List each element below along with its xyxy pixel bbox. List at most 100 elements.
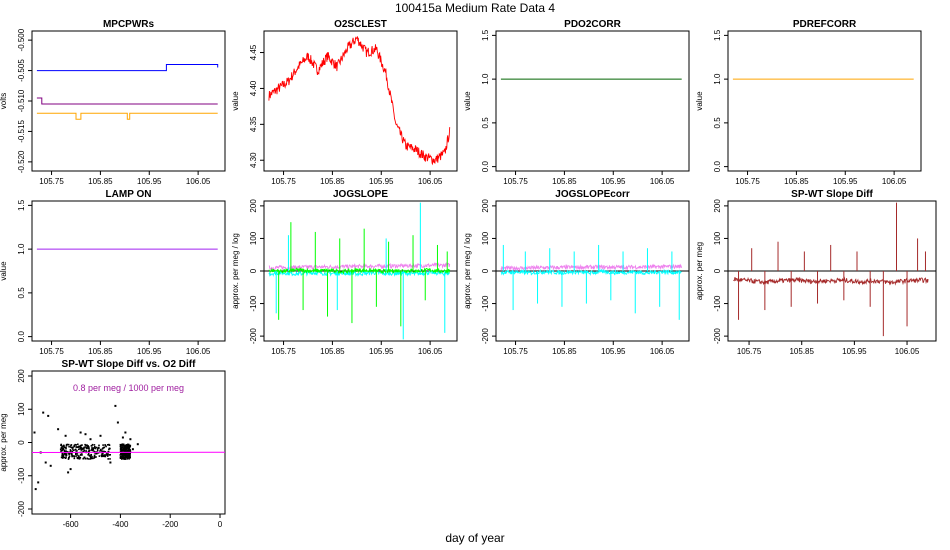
- scatter-cluster-point: [119, 457, 122, 459]
- x-tick-label: 105.85: [88, 177, 113, 186]
- series-line-1: [268, 269, 451, 278]
- series-line-0: [500, 263, 683, 272]
- scatter-cluster-point: [108, 447, 111, 450]
- scatter-cluster-point: [80, 446, 82, 449]
- scatter-cluster-point: [86, 457, 88, 460]
- scatter-cluster-point: [121, 456, 123, 459]
- y-tick-label: 200: [481, 199, 490, 213]
- scatter-cluster-point: [95, 452, 98, 455]
- scatter-cluster-point: [85, 447, 88, 449]
- scatter-cluster-point: [83, 449, 86, 452]
- panel-title: PDREFCORR: [793, 19, 857, 30]
- plot-frame: [31, 200, 226, 342]
- scatter-cluster-point: [129, 445, 131, 448]
- scatter-cluster-point: [84, 446, 86, 448]
- scatter-cluster-point: [93, 444, 96, 446]
- scatter-cluster-point: [122, 453, 124, 455]
- scatter-cluster-point: [105, 454, 108, 456]
- scatter-cluster-point: [85, 444, 87, 446]
- scatter-cluster-point: [72, 448, 74, 450]
- scatter-cluster-point: [91, 443, 94, 446]
- scatter-cluster-point: [107, 451, 110, 453]
- scatter-cluster-point: [91, 445, 93, 447]
- scatter-cluster-point: [102, 452, 104, 454]
- panel-title: SP-WT Slope Diff vs. O2 Diff: [62, 359, 197, 370]
- x-tick-label: 105.75: [39, 347, 64, 356]
- scatter-cluster-point: [122, 443, 124, 446]
- x-tick-label: 105.95: [833, 177, 858, 186]
- scatter-cluster-point: [104, 451, 107, 453]
- scatter-cluster-point: [101, 450, 103, 452]
- plot-area: [32, 404, 225, 491]
- x-tick-label: 105.85: [320, 347, 345, 356]
- scatter-cluster-point: [125, 452, 128, 455]
- scatter-cluster-point: [65, 446, 67, 449]
- scatter-point: [64, 434, 67, 437]
- plot-frame: [263, 30, 458, 172]
- scatter-cluster-point: [65, 456, 67, 458]
- scatter-cluster-point: [86, 445, 88, 448]
- scatter-point: [114, 404, 117, 407]
- y-axis-label: approx. per meg / log: [463, 233, 472, 309]
- scatter-cluster-point: [84, 457, 87, 460]
- scatter-cluster-point: [127, 446, 130, 448]
- y-tick-label: 0.5: [17, 287, 26, 299]
- scatter-cluster-point: [71, 454, 73, 457]
- scatter-cluster-point: [126, 448, 128, 450]
- y-tick-label: 0: [17, 440, 26, 445]
- scatter-cluster-point: [92, 457, 94, 460]
- y-tick-label: -100: [481, 295, 490, 312]
- scatter-cluster-point: [104, 444, 107, 447]
- scatter-cluster-point: [128, 452, 131, 455]
- scatter-cluster-point: [124, 446, 127, 449]
- scatter-cluster-point: [105, 452, 108, 454]
- x-tick-label: 105.95: [137, 347, 162, 356]
- plot-frame: [727, 30, 922, 172]
- scatter-cluster-point: [60, 446, 63, 449]
- scatter-cluster-point: [79, 446, 81, 449]
- y-tick-label: 0.5: [481, 117, 490, 129]
- scatter-point: [131, 448, 134, 451]
- scatter-cluster-point: [123, 455, 125, 457]
- plot-area: [36, 64, 219, 120]
- scatter-cluster-point: [123, 447, 125, 449]
- scatter-cluster-point: [128, 458, 130, 460]
- y-tick-label: -0.520: [17, 150, 26, 173]
- scatter-cluster-point: [125, 447, 127, 450]
- scatter-cluster-point: [87, 454, 89, 456]
- scatter-cluster-point: [67, 458, 70, 460]
- series-line-0: [36, 64, 219, 72]
- x-tick-label: 0: [218, 520, 223, 529]
- scatter-cluster-point: [120, 444, 122, 447]
- scatter-cluster-point: [95, 446, 98, 449]
- panel-title: SP-WT Slope Diff: [791, 189, 873, 200]
- scatter-point: [47, 414, 50, 417]
- x-tick-label: 105.95: [369, 177, 394, 186]
- scatter-cluster-point: [109, 458, 111, 460]
- scatter-cluster-point: [122, 449, 124, 452]
- scatter-cluster-point: [90, 457, 92, 459]
- scatter-cluster-point: [104, 455, 107, 458]
- scatter-cluster-point: [121, 446, 124, 449]
- scatter-cluster-point: [77, 443, 79, 446]
- scatter-cluster-point: [77, 446, 79, 448]
- scatter-cluster-point: [102, 444, 104, 446]
- scatter-cluster-point: [94, 446, 96, 448]
- scatter-cluster-point: [128, 448, 130, 451]
- x-tick-label: 105.85: [552, 347, 577, 356]
- figure-xlabel: day of year: [445, 531, 505, 545]
- scatter-cluster-point: [88, 454, 91, 457]
- series-line-1: [36, 97, 218, 105]
- scatter-cluster-point: [100, 454, 103, 457]
- figure-title: 100415a Medium Rate Data 4: [394, 1, 556, 15]
- scatter-cluster-point: [102, 446, 105, 449]
- scatter-cluster-point: [76, 452, 79, 454]
- scatter-cluster-point: [87, 446, 90, 448]
- scatter-cluster-point: [64, 453, 67, 455]
- y-tick-label: 0.0: [17, 331, 26, 343]
- scatter-cluster-point: [119, 450, 122, 453]
- x-tick-label: 105.85: [784, 177, 809, 186]
- y-tick-label: 1.5: [17, 199, 26, 211]
- scatter-cluster-point: [98, 455, 101, 457]
